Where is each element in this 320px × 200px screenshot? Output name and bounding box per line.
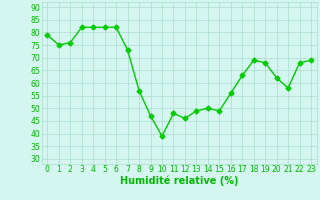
X-axis label: Humidité relative (%): Humidité relative (%) xyxy=(120,176,238,186)
